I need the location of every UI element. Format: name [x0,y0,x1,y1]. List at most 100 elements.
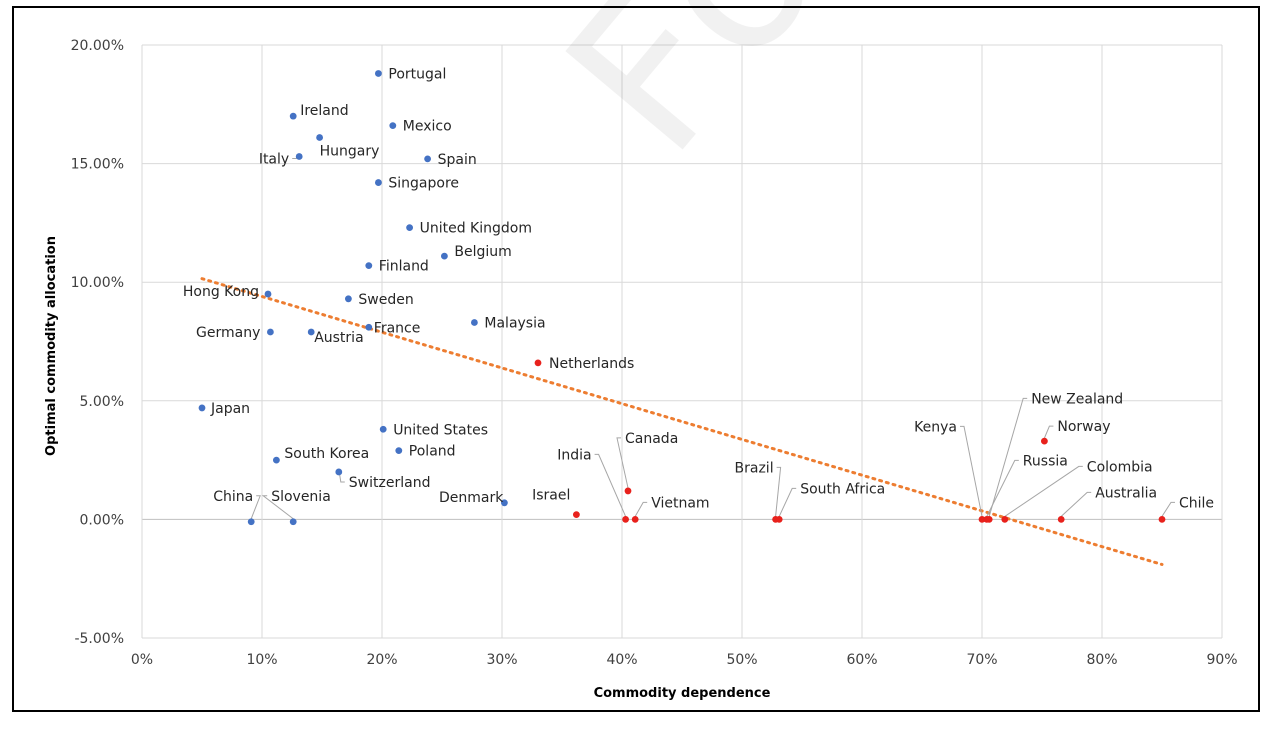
leader-line [1043,425,1054,439]
point-australia [1057,516,1065,523]
label-chile: Chile [1179,495,1214,511]
leader-lines [250,153,1175,520]
point-denmark [501,499,508,507]
label-new-zealand: New Zealand [1031,391,1123,407]
leader-line [634,501,648,517]
point-hungary [316,134,323,141]
leader-line [250,495,261,519]
label-poland: Poland [409,444,456,460]
leader-line [616,437,629,489]
x-tick-label: 60% [846,652,877,668]
point-india [622,516,629,523]
point-slovenia [289,518,297,526]
label-japan: Japan [210,401,250,417]
point-united-kingdom [406,224,413,232]
label-hungary: Hungary [320,144,380,160]
leader-line [778,487,797,517]
point-ireland [289,112,297,120]
label-netherlands: Netherlands [549,356,634,372]
label-finland: Finland [379,259,429,275]
point-finland [365,262,373,269]
leader-line [1060,491,1092,517]
point-hong-kong [264,290,272,298]
label-south-korea: South Korea [284,446,369,462]
x-tick-label: 10% [246,652,277,668]
label-denmark: Denmark [439,490,504,506]
label-france: France [374,320,421,336]
point-switzerland [335,468,343,476]
gridlines [141,44,1223,639]
point-singapore [375,179,382,186]
y-tick-label: 5.00% [80,394,124,410]
point-russia [983,516,991,523]
label-austria: Austria [314,330,363,346]
leader-line [1004,465,1083,517]
x-tick-label: 30% [486,652,517,668]
x-tick-label: 50% [726,652,757,668]
label-united-kingdom: United Kingdom [420,221,532,237]
trendline-group [200,277,1164,566]
point-sweden [345,295,352,303]
point-poland [395,447,403,455]
point-chile [1158,516,1166,523]
label-spain: Spain [438,152,477,168]
leader-line [988,397,1028,517]
point-china [247,518,255,526]
point-belgium [441,252,448,260]
point-mexico [389,122,397,130]
point-norway [1041,437,1048,445]
point-malaysia [471,319,478,326]
point-colombia [1001,516,1009,523]
label-colombia: Colombia [1087,459,1153,475]
x-axis-title: Commodity dependence [594,686,771,701]
leader-line [1161,501,1175,517]
label-singapore: Singapore [388,176,459,192]
y-tick-label: 15.00% [71,157,124,173]
label-belgium: Belgium [454,244,511,260]
label-slovenia: Slovenia [271,489,331,505]
label-mexico: Mexico [403,119,452,135]
point-japan [198,404,206,412]
x-tick-label: 40% [606,652,637,668]
label-kenya: Kenya [914,419,957,435]
point-italy [295,153,303,160]
point-france [365,323,373,331]
point-germany [267,328,274,336]
label-israel: Israel [532,488,570,504]
leader-line [594,453,627,517]
label-germany: Germany [196,325,260,341]
x-tick-label: 0% [131,652,153,668]
point-south-korea [273,456,280,464]
label-india: India [557,447,591,463]
point-labels: Portugal Ireland Mexico Hungary Italy Spain Si… [183,66,1214,511]
leader-line [960,425,983,517]
label-ireland: Ireland [300,103,348,119]
point-kenya [978,516,986,523]
label-russia: Russia [1023,453,1068,469]
x-tick-label: 80% [1086,652,1117,668]
label-united-states: United States [393,422,488,438]
label-norway: Norway [1057,419,1110,435]
leader-line [775,466,782,517]
label-south-africa: South Africa [800,481,885,497]
label-portugal: Portugal [388,66,446,82]
trendline [200,277,1164,566]
label-china: China [213,489,253,505]
label-hong-kong: Hong Kong [183,284,259,300]
label-vietnam: Vietnam [651,495,709,511]
y-tick-label: -5.00% [74,631,124,647]
x-tick-label: 90% [1206,652,1237,668]
label-canada: Canada [625,431,678,447]
label-italy: Italy [259,151,289,167]
point-austria [307,328,315,336]
tick-labels: -5.00% 0.00% 5.00% 10.00% 15.00% 20.00% 0% 10% 2… [71,38,1238,668]
x-tick-label: 70% [966,652,997,668]
label-brazil: Brazil [735,460,774,476]
y-tick-label: 20.00% [71,38,124,54]
y-axis-title: Optimal commodity allocation [44,236,59,456]
leader-line [261,495,294,520]
point-south-africa [775,516,783,523]
label-sweden: Sweden [358,292,413,308]
point-spain [424,155,431,163]
